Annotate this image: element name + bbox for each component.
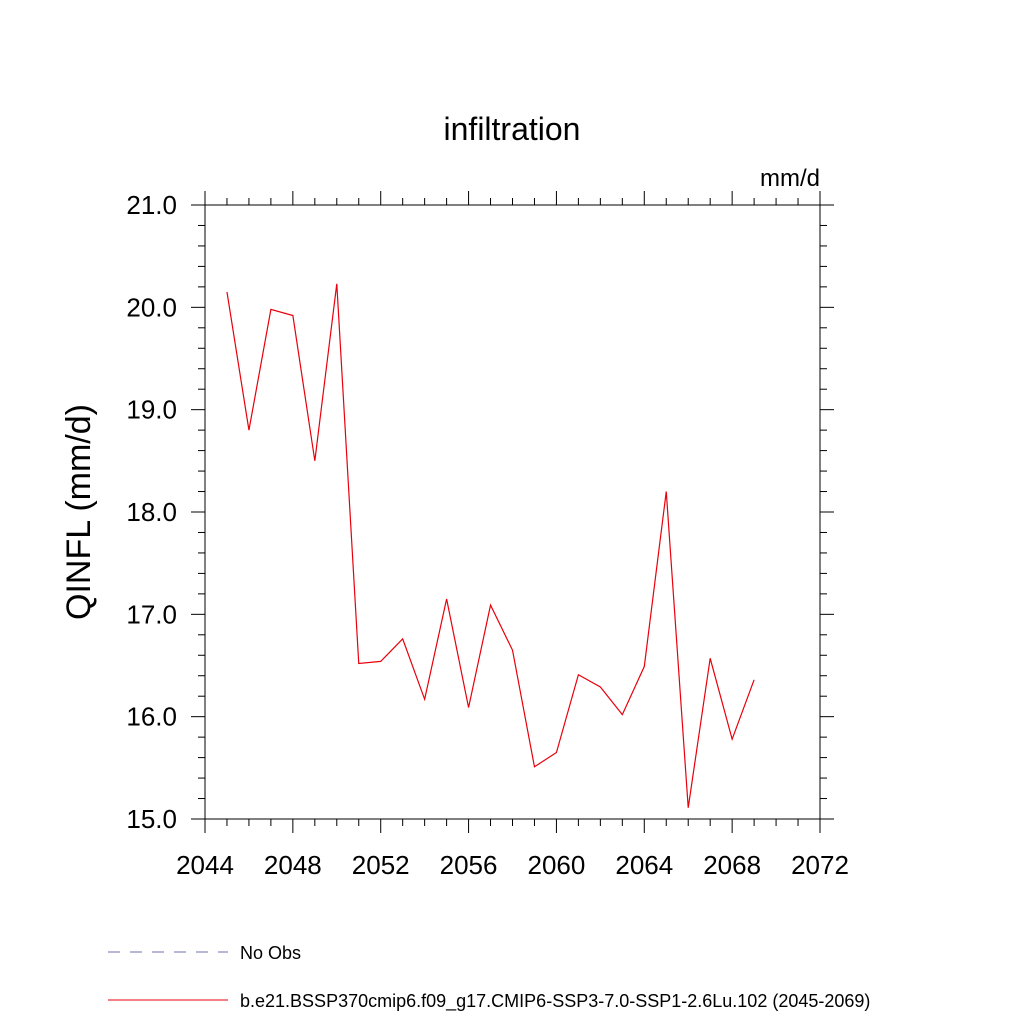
x-tick-label-6: 2068	[703, 850, 761, 880]
chart-title: infiltration	[444, 111, 581, 147]
x-tick-label-5: 2064	[615, 850, 673, 880]
series-group	[226, 283, 755, 808]
y-tick-label-4: 19.0	[126, 395, 177, 425]
axis-tick-labels: 2044 2048 2052 2056 2060 2064 2068 2072 15.0 16.0…	[126, 190, 849, 880]
x-tick-label-1: 2048	[264, 850, 322, 880]
series-line-0	[226, 283, 755, 808]
x-tick-label-7: 2072	[791, 850, 849, 880]
y-tick-label-6: 21.0	[126, 190, 177, 220]
legend-label-model-run: b.e21.BSSP370cmip6.f09_g17.CMIP6-SSP3-7.…	[240, 991, 870, 1012]
plot-frame	[204, 204, 821, 820]
x-tick-label-0: 2044	[176, 850, 234, 880]
x-tick-label-3: 2056	[440, 850, 498, 880]
units-label: mm/d	[760, 165, 820, 192]
x-tick-label-4: 2060	[528, 850, 586, 880]
x-tick-label-2: 2052	[352, 850, 410, 880]
y-tick-label-2: 17.0	[126, 599, 177, 629]
y-axis-label: QINFL (mm/d)	[60, 404, 98, 620]
legend: No Obs b.e21.BSSP370cmip6.f09_g17.CMIP6-…	[108, 943, 870, 1012]
y-tick-label-5: 20.0	[126, 292, 177, 322]
axis-ticks	[191, 191, 834, 833]
y-tick-label-1: 16.0	[126, 702, 177, 732]
y-tick-label-3: 18.0	[126, 497, 177, 527]
legend-label-no-obs: No Obs	[240, 943, 301, 963]
y-tick-label-0: 15.0	[126, 804, 177, 834]
